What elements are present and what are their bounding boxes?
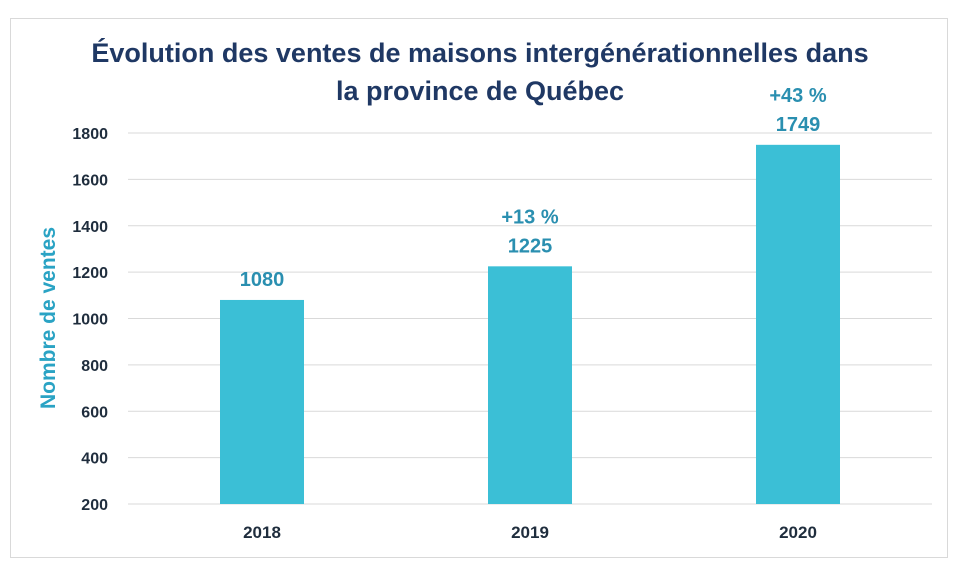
y-tick-200: 200 <box>81 497 108 514</box>
growth-label-2020: +43 % <box>769 85 826 107</box>
value-label-2019: 1225 <box>508 235 553 257</box>
value-label-2018: 1080 <box>240 269 285 291</box>
y-tick-1800: 1800 <box>72 126 108 143</box>
chart-title-line-1: Évolution des ventes de maisons intergén… <box>91 37 868 68</box>
x-tick-2020: 2020 <box>779 523 817 542</box>
value-label-2020: 1749 <box>776 114 821 136</box>
y-tick-600: 600 <box>81 404 108 421</box>
chart-title-line-2: la province de Québec <box>336 76 624 106</box>
bar-2019 <box>488 266 572 504</box>
y-axis-label: Nombre de ventes <box>37 227 60 409</box>
y-tick-800: 800 <box>81 358 108 375</box>
y-tick-1600: 1600 <box>72 172 108 189</box>
y-tick-1200: 1200 <box>72 265 108 282</box>
y-tick-labels: 200 400 600 800 1000 1200 1400 1600 1800 <box>72 126 108 514</box>
y-tick-400: 400 <box>81 451 108 468</box>
bars <box>220 144 840 504</box>
growth-label-2019: +13 % <box>501 206 558 228</box>
bar-2018 <box>220 299 304 504</box>
y-tick-1400: 1400 <box>72 219 108 236</box>
x-tick-2018: 2018 <box>243 523 281 542</box>
x-tick-2019: 2019 <box>511 523 549 542</box>
y-tick-1000: 1000 <box>72 312 108 329</box>
x-tick-labels: 2018 2019 2020 <box>243 523 817 542</box>
bar-2020 <box>756 144 840 504</box>
data-labels: 1080 1225 +13 % 1749 +43 % <box>240 85 827 291</box>
